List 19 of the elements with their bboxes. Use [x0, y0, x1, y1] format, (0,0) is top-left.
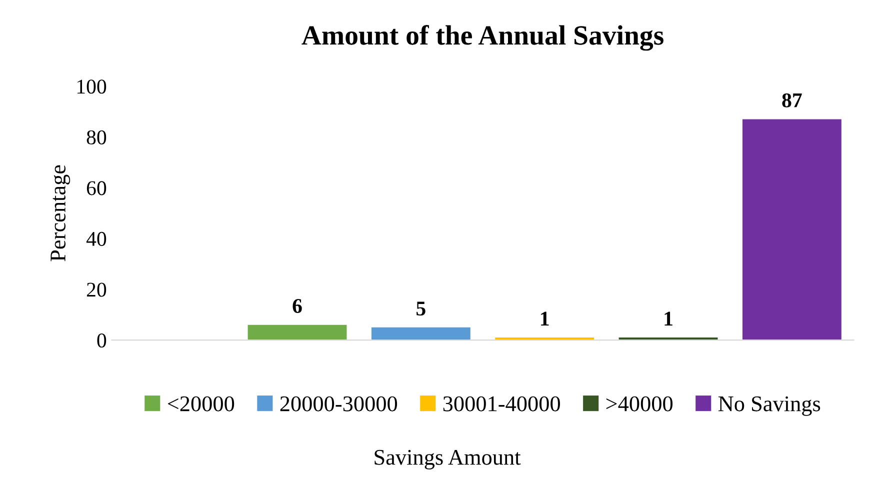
legend-label: 20000-30000	[280, 396, 398, 412]
legend-label: No Savings	[718, 396, 820, 416]
y-tick-label: 0	[97, 333, 106, 348]
data-label: 1	[541, 312, 549, 326]
data-label: 1	[664, 312, 672, 326]
data-label: 6	[292, 299, 302, 314]
data-label: 87	[782, 93, 802, 108]
y-axis-title: Percentage	[50, 165, 70, 262]
legend-label: 30001-40000	[443, 396, 560, 412]
y-tick-label: 60	[86, 181, 106, 196]
chart-title: Amount of the Annual Savings	[302, 24, 664, 51]
legend-label: >40000	[606, 396, 673, 412]
y-tick-label: 20	[86, 282, 106, 297]
x-axis-title: Savings Amount	[374, 450, 521, 470]
y-tick-label: 100	[77, 80, 106, 94]
y-tick-label: 80	[86, 130, 106, 144]
data-label: 5	[416, 302, 426, 316]
y-tick-label: 40	[86, 232, 106, 246]
legend-label: <20000	[168, 396, 234, 412]
